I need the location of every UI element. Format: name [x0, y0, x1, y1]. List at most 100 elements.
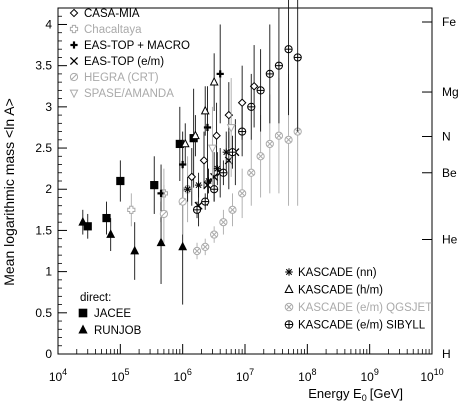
data-point	[156, 237, 166, 247]
legend-label: SPASE/AMANDA	[84, 88, 174, 100]
legend-label: KASCADE (e/m) SIBYLL	[298, 320, 426, 332]
legend-item: SPASE/AMANDA	[69, 88, 174, 100]
x-axis-label-unit: [GeV]	[370, 386, 403, 401]
data-point	[237, 98, 247, 108]
y-tick-label: 3	[45, 100, 52, 114]
legend-label: KASCADE (nn)	[298, 267, 377, 279]
x-tick-exponent: 5	[125, 367, 130, 377]
legend-label: CASA-MIA	[84, 8, 140, 20]
data-point	[178, 197, 187, 206]
data-point	[213, 165, 221, 173]
data-point	[222, 148, 230, 156]
data-point	[83, 222, 92, 231]
legend-direct-title: direct:	[80, 292, 111, 304]
data-point	[180, 138, 190, 148]
data-point	[192, 205, 202, 214]
x-tick-base: 10	[420, 370, 434, 384]
y-axis-label: Mean logarithmic mass <ln A>	[1, 98, 17, 286]
legend-label: HEGRA (CRT)	[84, 72, 159, 84]
data-point	[265, 69, 274, 79]
x-tick-exponent: 8	[312, 367, 317, 377]
data-point	[159, 209, 169, 219]
data-point	[157, 189, 165, 197]
data-point	[106, 229, 116, 238]
element-label: Mg	[442, 85, 459, 99]
legend-item: Chacaltaya	[69, 24, 142, 36]
legend-item: RUNJOB	[78, 324, 142, 337]
series-kascade-e-m-qgsjet	[192, 57, 302, 260]
x-tick-exponent: 7	[249, 367, 254, 377]
y-tick-label: 3.5	[35, 59, 52, 73]
x-tick-exponent: 6	[187, 367, 192, 377]
data-point	[102, 213, 111, 223]
data-point	[256, 152, 265, 161]
legend-item: HEGRA (CRT)	[69, 72, 159, 84]
data-point	[212, 131, 221, 140]
legend-label: JACEE	[94, 308, 131, 320]
data-point	[116, 176, 125, 186]
data-point	[249, 81, 259, 91]
y-tick-label: 0	[45, 347, 52, 361]
y-tick-label: 2.5	[35, 141, 52, 155]
x-tick-base: 10	[360, 370, 374, 384]
data-point	[216, 70, 224, 78]
legend-item: KASCADE (nn)	[285, 267, 377, 279]
data-point	[284, 135, 293, 144]
series-kascade-e-m-sibyll	[192, 0, 302, 219]
data-point	[194, 181, 203, 189]
x-tick-label: 109	[360, 367, 378, 384]
y-tick-label: 4	[45, 17, 52, 31]
legend-item: KASCADE (e/m) QGSJET	[284, 302, 432, 314]
legend-label: RUNJOB	[94, 325, 142, 337]
x-tick-exponent: 4	[62, 367, 67, 377]
x-tick-exponent: 9	[374, 367, 379, 377]
data-point	[247, 168, 256, 177]
data-point	[274, 131, 284, 140]
data-point	[293, 53, 302, 62]
x-tick-label: 107	[236, 367, 254, 384]
x-tick-base: 10	[298, 370, 312, 384]
data-point	[210, 185, 219, 194]
data-point	[192, 246, 202, 256]
data-point	[256, 86, 265, 95]
data-point	[219, 168, 228, 177]
legend-item: EAS-TOP + MACRO	[70, 40, 190, 52]
data-point	[130, 245, 140, 255]
data-point	[201, 242, 210, 252]
data-point	[178, 241, 188, 251]
y-tick-label: 1	[45, 265, 52, 279]
element-label: N	[442, 130, 451, 144]
x-tick-label: 105	[111, 367, 129, 384]
legend-label: EAS-TOP + MACRO	[84, 40, 190, 52]
data-point	[187, 172, 197, 182]
data-point	[274, 61, 284, 70]
series-spase-amanda	[207, 78, 236, 190]
data-point	[150, 181, 159, 190]
x-tick-base: 10	[173, 370, 187, 384]
data-point	[204, 177, 213, 185]
element-label: H	[442, 347, 451, 361]
legend-item: CASA-MIA	[69, 8, 140, 20]
element-label: Be	[442, 166, 457, 180]
data-points	[78, 0, 302, 305]
data-point	[201, 197, 210, 206]
x-tick-label: 106	[173, 367, 191, 384]
data-point	[207, 144, 217, 154]
element-label: Fe	[442, 15, 456, 29]
data-point	[228, 205, 237, 214]
y-tick-label: 0.5	[35, 306, 52, 320]
x-tick-exponent: 10	[434, 367, 444, 377]
x-tick-base: 10	[111, 370, 125, 384]
legend-label: Chacaltaya	[84, 24, 142, 36]
element-label: He	[442, 232, 458, 246]
legend-label: KASCADE (e/m) QGSJET	[298, 302, 432, 314]
data-point	[199, 156, 209, 165]
data-point	[184, 185, 192, 193]
data-point	[190, 130, 200, 140]
x-tick-label: 108	[298, 367, 316, 384]
series-hegra-crt	[159, 168, 187, 243]
legend-item: KASCADE (h/m)	[284, 284, 383, 297]
x-tick-label: 1010	[420, 367, 443, 384]
